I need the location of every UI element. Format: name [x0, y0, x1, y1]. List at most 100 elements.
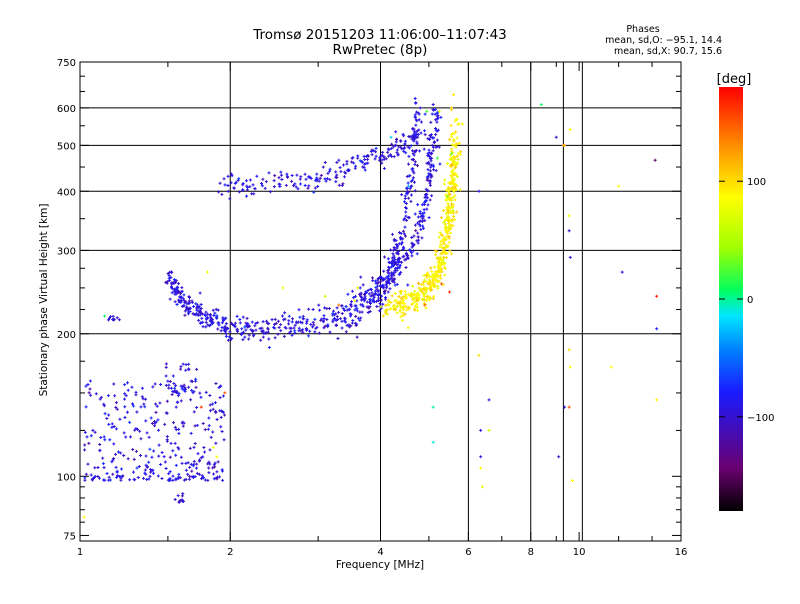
data-point: [384, 295, 388, 299]
data-point: [446, 219, 450, 223]
data-point: [317, 331, 321, 335]
data-point: [453, 194, 457, 198]
data-point: [323, 177, 327, 181]
data-point: [243, 335, 247, 339]
data-point: [111, 472, 115, 476]
data-point: [215, 477, 219, 481]
data-point: [220, 325, 224, 329]
data-point: [216, 475, 220, 479]
data-point: [375, 299, 379, 303]
data-point: [452, 178, 456, 182]
data-point: [394, 298, 398, 302]
data-point: [203, 478, 207, 482]
data-point: [359, 294, 363, 298]
data-point: [272, 179, 276, 183]
data-point: [226, 174, 230, 178]
data-point: [241, 338, 245, 342]
data-point: [244, 179, 248, 183]
data-point: [279, 329, 283, 333]
data-point: [107, 475, 111, 479]
data-point: [363, 168, 367, 172]
data-point: [252, 192, 256, 196]
data-point: [418, 210, 422, 214]
data-point: [175, 285, 179, 289]
data-point: [259, 338, 263, 342]
data-point: [441, 209, 445, 213]
data-point: [253, 187, 257, 191]
data-point: [214, 382, 218, 386]
data-point: [449, 106, 453, 110]
data-point: [340, 326, 344, 330]
data-point: [398, 257, 402, 261]
data-point: [204, 325, 208, 329]
data-point: [401, 247, 405, 251]
data-point: [236, 178, 240, 182]
data-point: [411, 169, 415, 173]
data-point: [176, 282, 180, 286]
data-point: [87, 391, 91, 395]
data-point: [201, 325, 205, 329]
data-point: [388, 153, 392, 157]
data-point: [366, 311, 370, 315]
data-point: [204, 390, 208, 394]
data-point: [410, 167, 414, 171]
data-point: [220, 468, 224, 472]
data-point: [262, 331, 266, 335]
data-point: [343, 317, 347, 321]
data-point: [454, 173, 458, 177]
data-point: [620, 270, 624, 274]
data-point: [391, 271, 395, 275]
data-point: [448, 207, 452, 211]
data-point: [174, 478, 178, 482]
data-point: [306, 186, 310, 190]
data-point: [301, 314, 305, 318]
data-point: [385, 284, 389, 288]
data-point: [443, 178, 447, 182]
data-point: [423, 133, 427, 137]
data-point: [358, 286, 362, 290]
data-point: [445, 208, 449, 212]
data-point: [277, 182, 281, 186]
data-point: [315, 172, 319, 176]
data-point: [414, 229, 418, 233]
data-point: [168, 297, 172, 301]
data-point: [313, 186, 317, 190]
data-point: [278, 184, 282, 188]
data-point: [181, 424, 185, 428]
data-point: [274, 321, 278, 325]
data-point: [201, 476, 205, 480]
data-point: [399, 231, 403, 235]
data-point: [184, 300, 188, 304]
data-point: [353, 321, 357, 325]
y-tick-label: 75: [63, 531, 76, 542]
data-point: [114, 452, 118, 456]
data-point: [214, 307, 218, 311]
data-point: [354, 164, 358, 168]
data-point: [350, 300, 354, 304]
data-point: [430, 174, 434, 178]
data-point: [395, 266, 399, 270]
data-point: [431, 280, 435, 284]
data-point: [223, 391, 227, 395]
data-point: [171, 449, 175, 453]
data-point: [396, 153, 400, 157]
data-point: [380, 153, 384, 157]
data-point: [373, 292, 377, 296]
data-point: [403, 217, 407, 221]
data-point: [294, 320, 298, 324]
data-point: [384, 282, 388, 286]
data-point: [375, 305, 379, 309]
data-point: [206, 323, 210, 327]
data-point: [405, 191, 409, 195]
data-point: [273, 336, 277, 340]
data-point: [420, 289, 424, 293]
data-point: [410, 235, 414, 239]
data-point: [244, 321, 248, 325]
data-point: [213, 461, 217, 465]
data-point: [443, 261, 447, 265]
data-point: [137, 464, 141, 468]
data-point: [434, 253, 437, 257]
data-point: [180, 286, 184, 290]
data-point: [133, 478, 137, 482]
data-point: [567, 229, 571, 233]
